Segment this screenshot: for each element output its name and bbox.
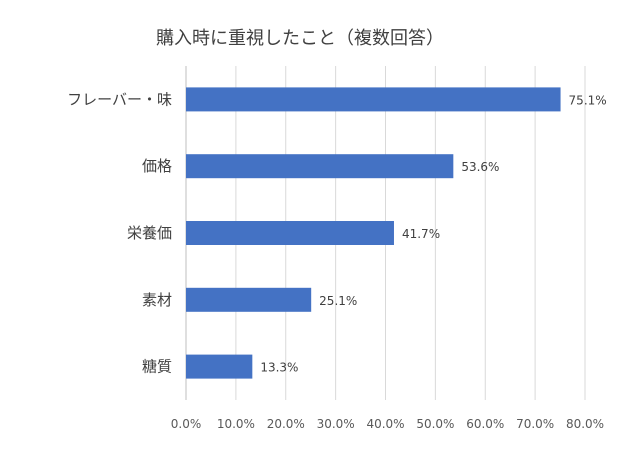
data-labels: 75.1% 53.6% 41.7% 25.1% 13.3%	[260, 93, 606, 374]
bar	[186, 287, 312, 312]
bar	[186, 221, 394, 245]
category-label: 価格	[142, 157, 172, 175]
data-label: 25.1%	[319, 294, 357, 308]
x-tick-label: 0.0%	[171, 417, 202, 431]
category-label: 糖質	[142, 358, 172, 376]
x-tick-label: 20.0%	[267, 417, 305, 431]
x-tick-label: 40.0%	[366, 417, 404, 431]
x-tick-label: 10.0%	[217, 417, 255, 431]
category-label: フレーバー・味	[67, 90, 172, 108]
bar	[186, 87, 561, 112]
x-tick-label: 60.0%	[466, 417, 504, 431]
chart-title: 購入時に重視したこと（複数回答）	[156, 28, 444, 49]
x-tick-label: 70.0%	[516, 417, 554, 431]
data-label: 53.6%	[461, 160, 499, 174]
x-tick-label: 50.0%	[416, 417, 454, 431]
bar	[186, 354, 253, 379]
data-label: 41.7%	[402, 227, 440, 241]
data-label: 13.3%	[260, 361, 298, 375]
bars	[186, 87, 561, 379]
x-axis-tick-labels: 0.0% 10.0% 20.0% 30.0% 40.0% 50.0% 60.0% 70.0% 8…	[171, 417, 604, 431]
data-label: 75.1%	[569, 93, 607, 107]
x-tick-label: 30.0%	[317, 417, 355, 431]
bar	[186, 154, 454, 179]
x-tick-label: 80.0%	[566, 417, 604, 431]
category-label: 栄養価	[127, 224, 172, 242]
category-label: 素材	[142, 291, 172, 309]
